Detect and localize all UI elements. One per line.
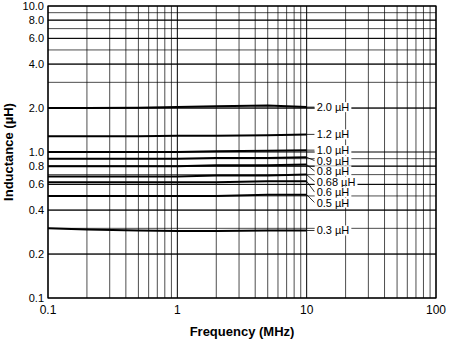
plot-frame xyxy=(48,6,436,298)
x-tick-label: 1 xyxy=(174,303,181,317)
y-tick-label: 4.0 xyxy=(29,58,44,70)
grid-line xyxy=(48,210,436,211)
grid xyxy=(48,6,436,298)
minor-grid-line xyxy=(48,158,436,159)
minor-grid-line xyxy=(48,184,436,185)
grid-line xyxy=(48,64,436,65)
series-line xyxy=(48,134,307,136)
grid-line xyxy=(48,254,436,255)
minor-grid-line xyxy=(48,82,436,83)
minor-grid xyxy=(48,6,436,298)
label-background xyxy=(315,177,358,187)
y-tick-label: 2.0 xyxy=(29,102,44,114)
label-background xyxy=(315,198,352,208)
label-leader xyxy=(307,230,315,231)
grid-line xyxy=(48,20,436,21)
series-label: 0.3 µH xyxy=(317,224,350,236)
grid-line xyxy=(48,38,436,39)
label-background xyxy=(315,145,352,155)
minor-grid-line xyxy=(48,12,436,13)
minor-grid-line xyxy=(48,64,436,65)
label-leader xyxy=(307,181,315,192)
x-tick-label: 10 xyxy=(300,303,314,317)
grid-line xyxy=(48,184,436,185)
y-tick-label: 0.4 xyxy=(29,204,44,216)
series-label: 0.5 µH xyxy=(317,197,350,209)
tick-labels: 0.1 1 10 100 0.1 0.2 0.4 0.6 0.8 1.0 2.0 4.0 6.0 8.0 1… xyxy=(23,0,447,317)
label-background xyxy=(315,187,352,197)
series-line xyxy=(48,175,307,177)
series-line xyxy=(48,165,307,167)
minor-grid-line xyxy=(48,38,436,39)
y-tick-label: 0.6 xyxy=(29,178,44,190)
minor-grid-line xyxy=(48,195,436,196)
label-leader xyxy=(307,175,315,182)
label-background xyxy=(315,129,352,139)
label-leader xyxy=(307,134,315,135)
label-leader xyxy=(307,150,315,151)
series-line xyxy=(48,157,307,158)
series-line xyxy=(48,181,307,182)
label-leader xyxy=(307,165,315,172)
y-tick-label: 0.8 xyxy=(29,160,44,172)
label-background xyxy=(315,166,352,176)
series-lines xyxy=(48,106,307,231)
x-axis-title: Frequency (MHz) xyxy=(190,324,295,339)
series-line xyxy=(48,106,307,108)
chart: 0.1 1 10 100 0.1 0.2 0.4 0.6 0.8 1.0 2.0 4.0 6.0 8.0 1… xyxy=(0,0,450,344)
y-tick-label: 0.2 xyxy=(29,248,44,260)
minor-grid-line xyxy=(48,28,436,29)
y-tick-label: 8.0 xyxy=(29,14,44,26)
y-tick-label: 0.1 xyxy=(29,292,44,304)
label-leader xyxy=(307,157,315,160)
y-tick-label: 10.0 xyxy=(23,0,44,12)
minor-grid-line xyxy=(48,20,436,21)
series-labels: 2.0 µH1.2 µH1.0 µH0.9 µH0.8 µH0.68 µH0.6… xyxy=(307,101,358,236)
minor-grid-line xyxy=(48,49,436,50)
x-tick-label: 100 xyxy=(426,303,446,317)
label-background xyxy=(315,156,352,166)
series-label: 2.0 µH xyxy=(317,101,350,113)
y-tick-label: 1.0 xyxy=(29,146,44,158)
minor-grid-line xyxy=(48,210,436,211)
y-tick-label: 6.0 xyxy=(29,32,44,44)
minor-grid-line xyxy=(48,254,436,255)
y-axis-title: Inductance (µH) xyxy=(1,103,16,201)
minor-grid-line xyxy=(48,228,436,229)
label-leader xyxy=(307,107,315,108)
label-background xyxy=(315,225,352,235)
series-line xyxy=(48,228,307,231)
series-label: 1.2 µH xyxy=(317,128,350,140)
series-line xyxy=(48,150,307,152)
label-background xyxy=(315,102,352,112)
series-line xyxy=(48,195,307,196)
label-leader xyxy=(307,195,315,203)
x-tick-label: 0.1 xyxy=(40,303,57,317)
